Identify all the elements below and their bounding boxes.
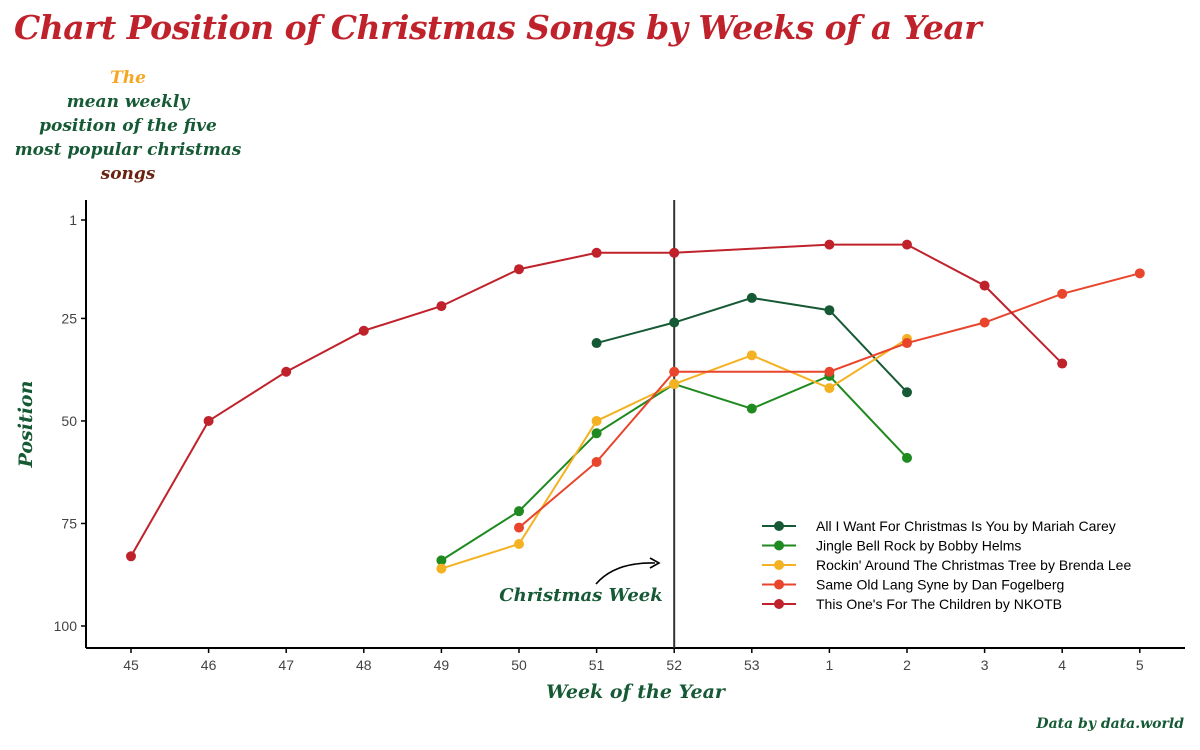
legend-marker (774, 521, 784, 531)
data-point (358, 325, 369, 336)
data-point (746, 350, 757, 361)
data-point (902, 239, 912, 250)
series-line-1 (596, 296, 908, 393)
series-line-5 (130, 243, 1063, 557)
legend-label: All I Want For Christmas Is You by Maria… (816, 518, 1116, 534)
subtitle-line-2: mean weekly (66, 92, 190, 112)
data-point (669, 247, 680, 258)
chart-subtitle: The mean weekly position of the five mos… (8, 66, 248, 186)
subtitle-line-4: most popular christmas (14, 140, 242, 160)
x-tick-label: 4 (1058, 657, 1066, 673)
data-point (591, 456, 602, 467)
series-line-4 (518, 272, 1141, 529)
data-point (591, 415, 602, 426)
x-tick-label: 45 (123, 657, 139, 673)
data-point (1057, 288, 1068, 299)
annotation-arrowhead (649, 557, 661, 569)
y-tick-label: 100 (54, 618, 78, 634)
data-point (979, 317, 990, 328)
data-point (514, 506, 524, 517)
legend-label: Jingle Bell Rock by Bobby Helms (816, 538, 1021, 554)
data-point (902, 387, 912, 398)
y-tick-label: 25 (61, 310, 77, 326)
x-tick-label: 50 (511, 657, 527, 673)
subtitle-line-3: position of the five (39, 116, 217, 136)
data-point (591, 247, 602, 258)
data-point (591, 428, 602, 439)
data-point (1057, 358, 1068, 369)
data-point (514, 538, 524, 549)
y-tick-label: 1 (69, 212, 77, 228)
data-point (281, 366, 292, 377)
data-point (436, 563, 447, 574)
x-tick-label: 1 (826, 657, 834, 673)
legend-marker (774, 579, 784, 590)
x-tick-label: 53 (744, 657, 760, 673)
data-point (824, 305, 835, 316)
y-tick-label: 75 (61, 515, 77, 531)
x-tick-label: 49 (434, 657, 450, 673)
data-point (979, 280, 990, 291)
data-point (824, 366, 835, 377)
data-point (514, 522, 524, 533)
legend-label: Same Old Lang Syne by Dan Fogelberg (816, 577, 1064, 593)
data-point (436, 555, 447, 566)
data-point (514, 264, 524, 275)
data-point (824, 239, 835, 250)
legend-label: This One's For The Children by NKOTB (816, 596, 1062, 612)
x-tick-label: 48 (356, 657, 372, 673)
data-point (902, 338, 912, 349)
legend-marker (774, 540, 784, 551)
x-tick-label: 52 (666, 657, 682, 673)
data-point (1134, 268, 1145, 279)
x-axis-title: Week of the Year (546, 681, 727, 703)
x-tick-label: 3 (981, 657, 989, 673)
data-point (824, 383, 835, 394)
data-point (902, 452, 912, 463)
subtitle-line-1: The (110, 68, 146, 88)
x-tick-label: 51 (589, 657, 605, 673)
legend-marker (774, 560, 784, 570)
legend-marker (774, 599, 784, 609)
data-point (669, 317, 680, 328)
y-tick-label: 50 (61, 413, 77, 429)
legend-label: Rockin' Around The Christmas Tree by Bre… (816, 557, 1131, 573)
data-point (436, 301, 447, 312)
x-tick-label: 47 (278, 657, 294, 673)
data-point (591, 338, 602, 349)
data-point (126, 551, 136, 562)
y-axis-title: Position (15, 381, 37, 469)
chart-title: Chart Position of Christmas Songs by Wee… (14, 8, 982, 47)
christmas-week-annotation: Christmas Week (499, 585, 662, 606)
data-point (203, 415, 214, 426)
annotation-arrow (595, 562, 656, 585)
x-tick-label: 5 (1136, 657, 1144, 673)
data-source-caption: Data by data.world (1036, 716, 1184, 732)
data-point (746, 292, 757, 303)
x-tick-label: 46 (201, 657, 217, 673)
data-point (746, 403, 757, 414)
subtitle-line-5: songs (100, 164, 156, 184)
data-point (669, 379, 680, 390)
x-tick-label: 2 (903, 657, 911, 673)
data-point (669, 366, 680, 377)
